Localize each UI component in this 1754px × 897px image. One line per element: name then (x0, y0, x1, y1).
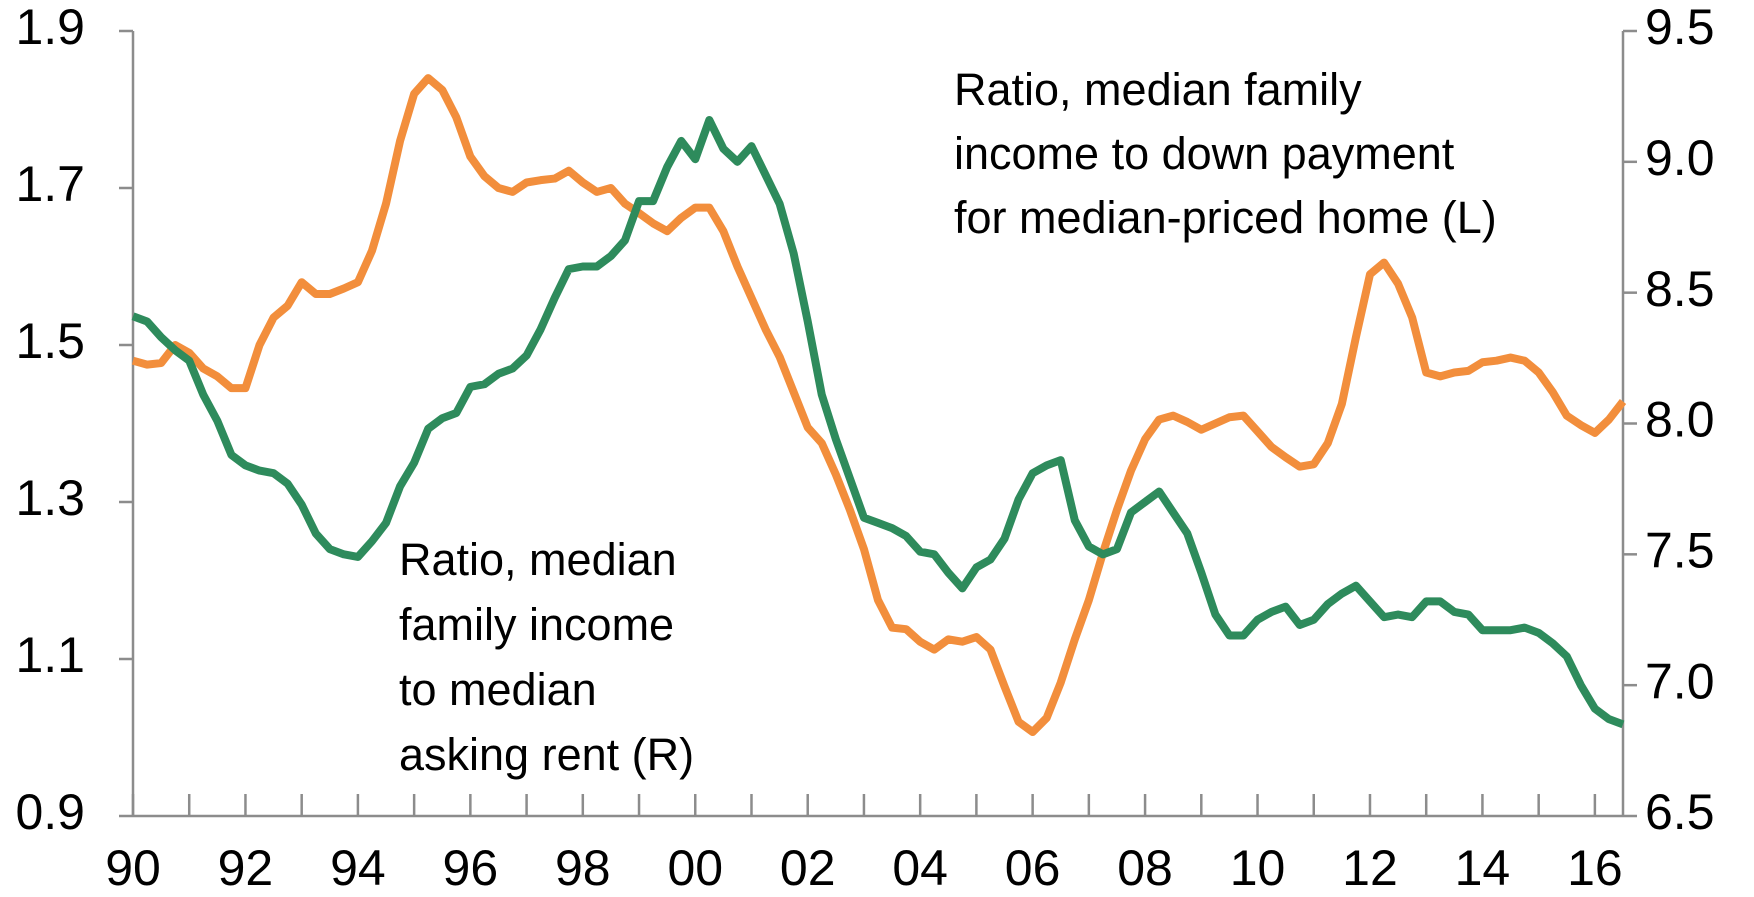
annotation: Ratio, median (399, 534, 677, 585)
y2-tick-label: 9.5 (1645, 0, 1715, 55)
y-tick-label: 0.9 (15, 784, 85, 840)
y2-tick-label: 7.5 (1645, 523, 1715, 579)
x-tick-label: 10 (1230, 840, 1286, 896)
annotation: for median-priced home (L) (954, 192, 1497, 243)
x-tick-label: 96 (443, 840, 499, 896)
y2-tick-label: 8.0 (1645, 392, 1715, 448)
x-tick-label: 90 (105, 840, 161, 896)
annotation: Ratio, median family (954, 64, 1362, 115)
x-tick-label: 94 (330, 840, 386, 896)
y-tick-label: 1.3 (15, 470, 85, 526)
line-series (131, 115, 1625, 729)
x-tick-label: 00 (667, 840, 723, 896)
annotation: asking rent (R) (399, 729, 694, 780)
annotation: income to down payment (954, 128, 1455, 179)
y2-tick-label: 7.0 (1645, 653, 1715, 709)
y-tick-label: 1.9 (15, 0, 85, 55)
annotation: to median (399, 664, 597, 715)
x-tick-label: 98 (555, 840, 611, 896)
x-tick-label: 04 (892, 840, 948, 896)
x-tick-label: 06 (1005, 840, 1061, 896)
annotation: family income (399, 599, 674, 650)
y-tick-label: 1.1 (15, 627, 85, 683)
y-tick-label: 1.7 (15, 156, 85, 212)
x-tick-label: 02 (780, 840, 836, 896)
x-tick-label: 12 (1342, 840, 1398, 896)
x-tick-label: 16 (1567, 840, 1623, 896)
y2-tick-label: 6.5 (1645, 784, 1715, 840)
y-tick-label: 1.5 (15, 313, 85, 369)
x-tick-label: 08 (1117, 840, 1173, 896)
line-series (131, 74, 1627, 737)
y2-tick-label: 9.0 (1645, 130, 1715, 186)
x-tick-label: 92 (218, 840, 274, 896)
y2-tick-label: 8.5 (1645, 261, 1715, 317)
x-tick-label: 14 (1455, 840, 1511, 896)
